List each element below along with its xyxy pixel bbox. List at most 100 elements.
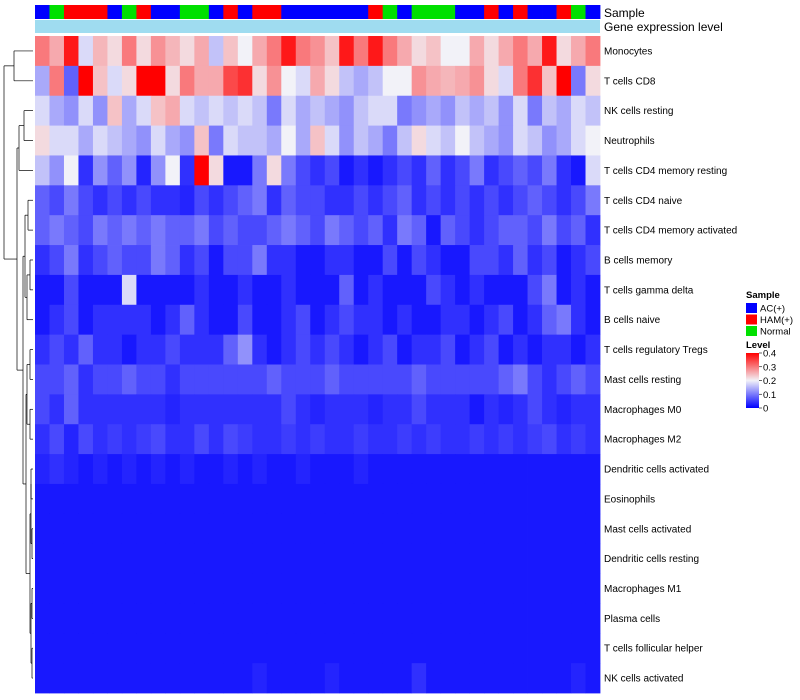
heatmap-cell — [382, 394, 398, 425]
heatmap-cell — [208, 155, 224, 186]
heatmap-cell — [179, 185, 195, 216]
heatmap-cell — [237, 95, 253, 126]
sample-annotation-cell — [339, 5, 355, 19]
row-label: B cells naive — [604, 315, 661, 326]
heatmap-cell — [527, 633, 543, 664]
heatmap-cell — [107, 424, 123, 455]
heatmap-cell — [78, 424, 94, 455]
heatmap-cell — [310, 573, 326, 604]
heatmap-cell — [353, 454, 369, 485]
heatmap-cell — [513, 304, 528, 336]
heatmap-cell — [266, 394, 282, 425]
heatmap-cell — [295, 65, 311, 97]
heatmap-cell — [498, 483, 514, 515]
heatmap-cell — [353, 304, 369, 336]
heatmap-cell — [339, 454, 355, 485]
heatmap-cell — [78, 65, 94, 97]
heatmap-cell — [324, 543, 340, 574]
level-tick-label: 0.4 — [763, 349, 776, 360]
heatmap-cell — [310, 125, 326, 156]
heatmap-cell — [382, 364, 398, 395]
row-dendrogram — [3, 50, 33, 679]
heatmap-cell — [339, 603, 355, 634]
heatmap-cell — [237, 274, 253, 306]
heatmap-cell — [49, 573, 65, 604]
heatmap-cell — [194, 394, 210, 425]
heatmap-cell — [353, 394, 369, 425]
heatmap-cell — [542, 424, 557, 455]
heatmap-cell — [353, 513, 369, 545]
heatmap-cell — [440, 424, 456, 455]
heatmap-cell — [527, 125, 543, 156]
heatmap-cell — [498, 65, 514, 97]
heatmap-cell — [223, 364, 239, 395]
heatmap-cell — [484, 245, 499, 276]
heatmap-cell — [194, 513, 210, 545]
gene-expression-annotation-label: Gene expression level — [604, 20, 723, 34]
heatmap-cell — [35, 334, 50, 365]
heatmap-cell — [455, 155, 471, 186]
heatmap-cell — [498, 394, 514, 425]
heatmap-cell — [542, 36, 557, 67]
heatmap-cell — [63, 513, 79, 545]
heatmap-cell — [49, 185, 65, 216]
heatmap-cell — [513, 633, 528, 664]
heatmap-cell — [382, 304, 398, 336]
heatmap-cell — [527, 394, 543, 425]
heatmap-cell — [63, 394, 79, 425]
heatmap-cell — [585, 215, 601, 246]
heatmap-cell — [339, 364, 355, 395]
heatmap-cell — [571, 95, 586, 126]
heatmap-cell — [194, 543, 210, 574]
heatmap-cell — [397, 155, 413, 186]
heatmap-cell — [556, 454, 572, 485]
heatmap-cell — [223, 483, 239, 515]
heatmap-cell — [571, 424, 586, 455]
heatmap-cell — [585, 663, 601, 694]
heatmap-cell — [208, 513, 224, 545]
heatmap-cell — [382, 36, 398, 67]
row-label: Neutrophils — [604, 136, 655, 147]
heatmap-cell — [339, 36, 355, 67]
heatmap-cell — [150, 334, 166, 365]
heatmap-cell — [527, 513, 543, 545]
heatmap-cell — [339, 125, 355, 156]
heatmap-cell — [310, 304, 326, 336]
heatmap-cell — [324, 454, 340, 485]
heatmap-cell — [107, 483, 123, 515]
heatmap-cell — [165, 245, 181, 276]
heatmap-cell — [411, 334, 427, 365]
heatmap-cell — [310, 364, 326, 395]
heatmap-cell — [585, 454, 601, 485]
heatmap-cell — [397, 95, 413, 126]
heatmap-cell — [150, 245, 166, 276]
heatmap-cell — [353, 215, 369, 246]
heatmap-cell — [208, 185, 224, 216]
heatmap-cell — [266, 513, 282, 545]
heatmap-cell — [426, 454, 442, 485]
heatmap-cell — [368, 215, 384, 246]
heatmap-cell — [295, 394, 311, 425]
heatmap-cell — [353, 663, 369, 694]
heatmap-cell — [252, 483, 268, 515]
heatmap-cell — [339, 245, 355, 276]
heatmap-cell — [411, 215, 427, 246]
heatmap-cell — [136, 633, 152, 664]
sample-annotation-cell — [397, 5, 413, 19]
heatmap-cell — [179, 65, 195, 97]
heatmap-cell — [426, 513, 442, 545]
heatmap-cell — [571, 633, 586, 664]
heatmap-cell — [368, 125, 384, 156]
heatmap-cell — [382, 155, 398, 186]
heatmap-cell — [484, 573, 499, 604]
heatmap-cell — [411, 125, 427, 156]
heatmap-cell — [542, 95, 557, 126]
heatmap-cell — [63, 304, 79, 336]
heatmap-cell — [324, 95, 340, 126]
heatmap-cell — [107, 364, 123, 395]
heatmap-cell — [121, 155, 137, 186]
heatmap-cell — [295, 513, 311, 545]
heatmap-cell — [382, 245, 398, 276]
heatmap-cell — [179, 304, 195, 336]
heatmap-cell — [107, 125, 123, 156]
